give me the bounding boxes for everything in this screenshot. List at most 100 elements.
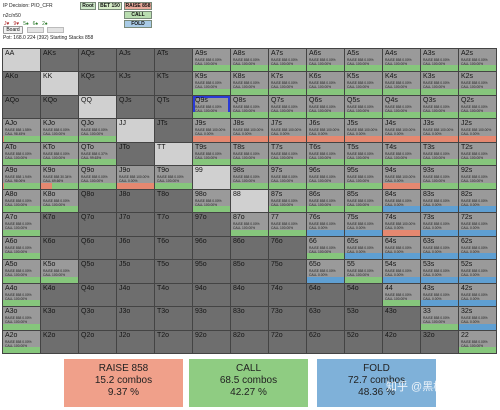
hand-cell-64o[interactable]: 64o <box>307 283 344 307</box>
hand-cell-q4o[interactable]: Q4o <box>79 283 116 307</box>
hand-cell-43o[interactable]: 43o <box>383 307 420 330</box>
hand-cell-k2o[interactable]: K2o <box>41 330 78 353</box>
hand-cell-97o[interactable]: 97o <box>193 213 230 236</box>
hand-cell-95o[interactable]: 95o <box>193 260 230 283</box>
hand-cell-ats[interactable]: ATs <box>155 49 192 72</box>
hand-cell-99[interactable]: 99 <box>193 166 230 189</box>
hand-cell-kqo[interactable]: KQo <box>41 95 78 119</box>
hand-cell-t7o[interactable]: T7o <box>155 213 192 236</box>
hand-cell-k6o[interactable]: K6o <box>41 236 78 260</box>
hand-cell-t6o[interactable]: T6o <box>155 236 192 260</box>
hand-cell-t2o[interactable]: T2o <box>155 330 192 353</box>
hand-cell-83o[interactable]: 83o <box>231 307 268 330</box>
hand-cell-q2o[interactable]: Q2o <box>79 330 116 353</box>
hand-cell-j6o[interactable]: J6o <box>117 236 154 260</box>
fold-summary-card[interactable]: FOLD 72.7 combos 48.36 % <box>317 359 436 407</box>
hand-cell-53o[interactable]: 53o <box>345 307 382 330</box>
hand-cell-kqs[interactable]: KQs <box>79 72 116 95</box>
hand-cell-85o[interactable]: 85o <box>231 260 268 283</box>
call-button[interactable]: CALL <box>124 11 152 19</box>
hand-cell-kk[interactable]: KK <box>41 72 78 95</box>
board-card[interactable]: 6♠ <box>32 21 39 27</box>
bet-button[interactable]: BET 150 <box>98 2 122 10</box>
root-button[interactable]: Root <box>80 2 96 10</box>
board-button[interactable]: Board <box>3 26 23 34</box>
hand-cell-q8o[interactable]: Q8o <box>79 189 116 213</box>
hand-cell-j3o[interactable]: J3o <box>117 307 154 330</box>
hand-cell-88[interactable]: 88 <box>231 189 268 213</box>
hand-cell-92o[interactable]: 92o <box>193 330 230 353</box>
hand-cell-k4o[interactable]: K4o <box>41 283 78 307</box>
hand-cell-aqo[interactable]: AQo <box>3 95 40 119</box>
hand-cell-62o[interactable]: 62o <box>307 330 344 353</box>
hand-cell-ajs[interactable]: AJs <box>117 49 154 72</box>
fold-button[interactable]: FOLD <box>124 20 152 28</box>
hand-cell-63o[interactable]: 63o <box>307 307 344 330</box>
hand-cell-qjs[interactable]: QJs <box>117 95 154 119</box>
hand-cell-k7o[interactable]: K7o <box>41 213 78 236</box>
hand-cell-94o[interactable]: 94o <box>193 283 230 307</box>
hand-cell-52o[interactable]: 52o <box>345 330 382 353</box>
hand-cell-32o[interactable]: 32o <box>421 330 458 353</box>
hand-cell-j8o[interactable]: J8o <box>117 189 154 213</box>
hand-cell-93o[interactable]: 93o <box>193 307 230 330</box>
hand-cell-jto[interactable]: JTo <box>117 142 154 166</box>
raise-summary-card[interactable]: RAISE 858 15.2 combos 9.37 % <box>64 359 183 407</box>
raise-button[interactable]: RAISE 858 <box>124 2 152 10</box>
hand-cell-54o[interactable]: 54o <box>345 283 382 307</box>
hand-cell-qts[interactable]: QTs <box>155 95 192 119</box>
hand-cell-82o[interactable]: 82o <box>231 330 268 353</box>
